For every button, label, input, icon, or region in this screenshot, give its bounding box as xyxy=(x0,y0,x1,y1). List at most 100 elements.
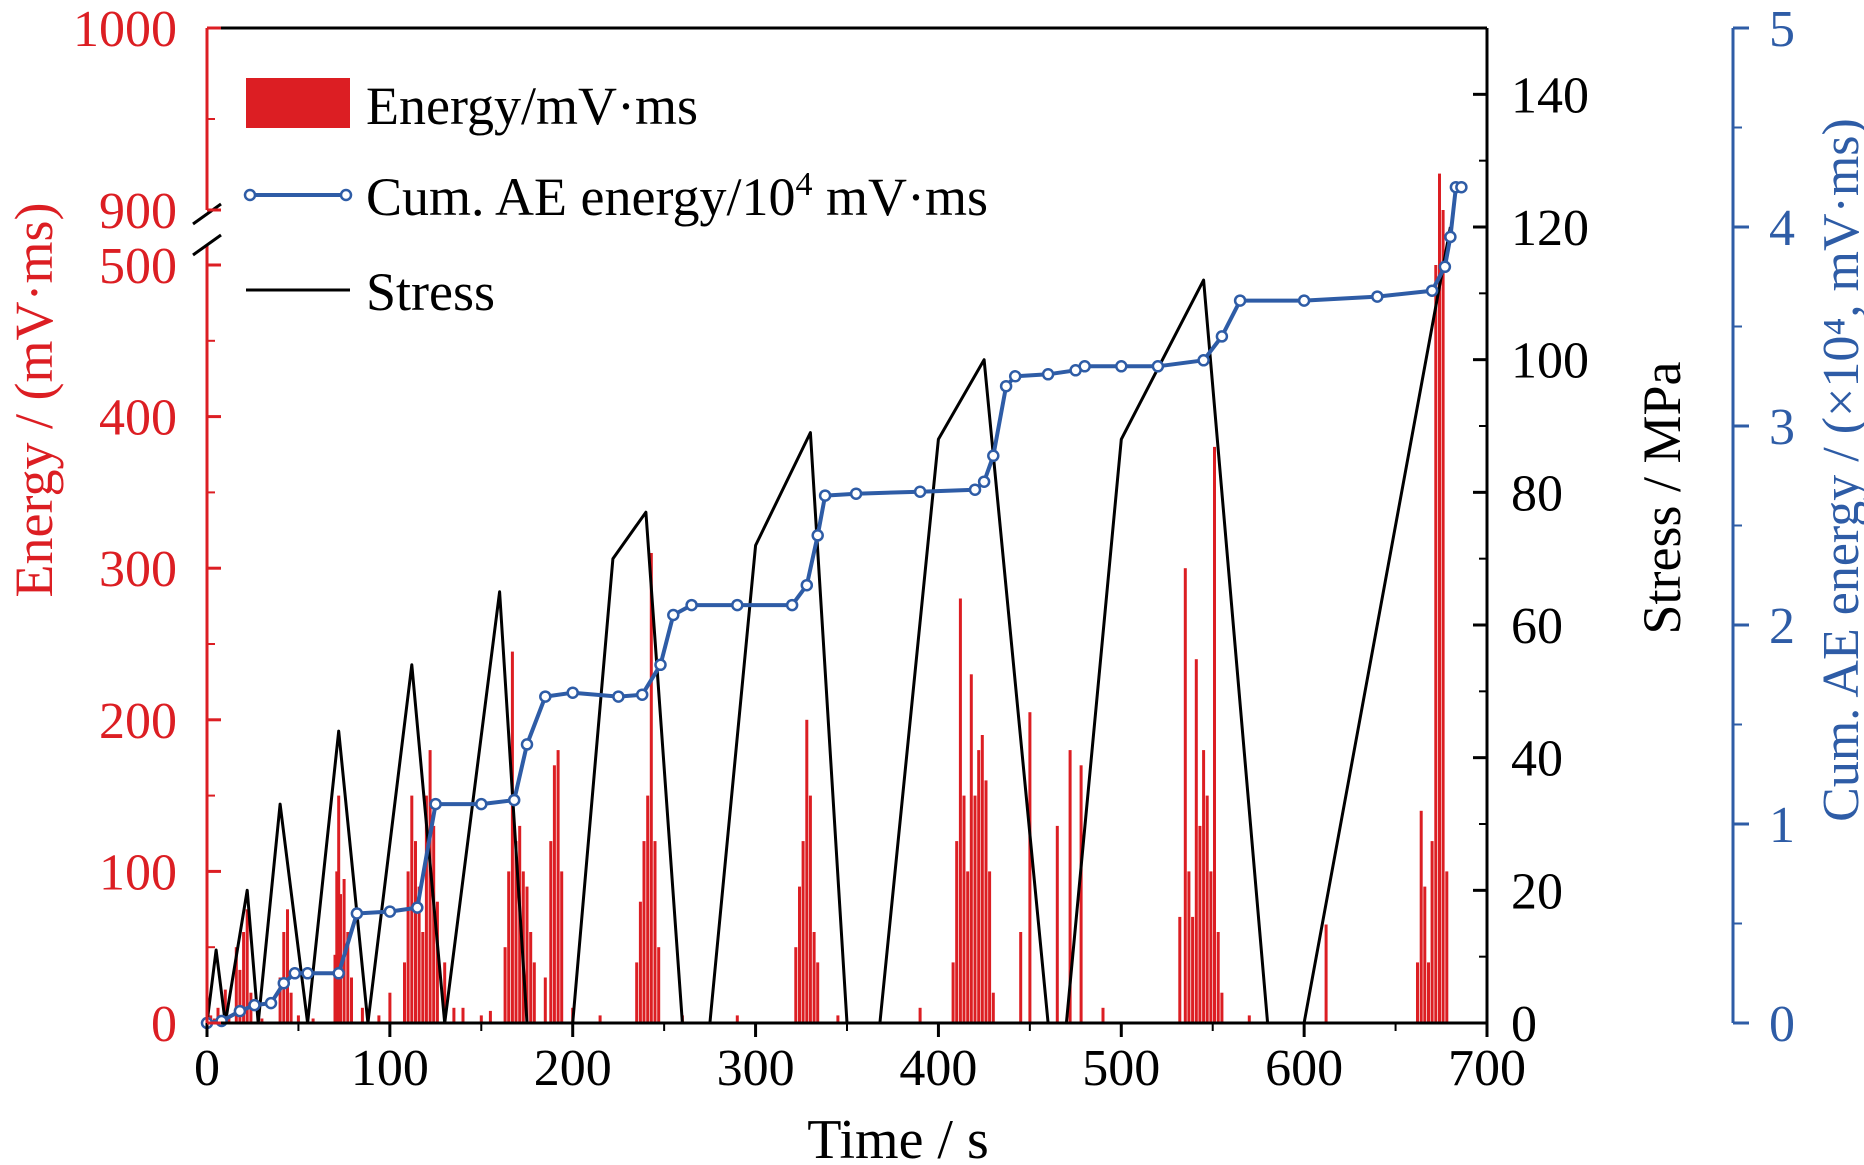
energy-bar xyxy=(525,886,529,1023)
cum-tick-label: 3 xyxy=(1769,399,1795,456)
legend-cum-sup: 4 xyxy=(795,166,812,203)
energy-bar xyxy=(346,932,350,1023)
stress-tick-label: 40 xyxy=(1511,731,1563,788)
energy-bar xyxy=(735,1015,739,1023)
left-axis-title: Energy / (mV·ms) xyxy=(4,203,64,598)
energy-bar xyxy=(529,932,533,1023)
energy-bar xyxy=(488,1010,492,1023)
energy-bar xyxy=(242,932,246,1023)
energy-bar xyxy=(1209,871,1213,1023)
x-axis-title: Time / s xyxy=(807,1109,989,1165)
energy-bar xyxy=(958,598,962,1023)
cum-ae-energy-marker xyxy=(654,658,667,672)
cum-ae-energy-marker xyxy=(999,379,1013,393)
energy-bar xyxy=(638,901,642,1023)
left-tick-label: 0 xyxy=(151,996,177,1053)
energy-bar xyxy=(1187,871,1191,1023)
cum-ae-energy-marker xyxy=(811,529,824,542)
stress-series xyxy=(205,226,1452,1025)
energy-bar xyxy=(794,947,798,1023)
energy-bar xyxy=(1019,932,1023,1023)
energy-bar xyxy=(653,841,657,1023)
energy-bar xyxy=(245,909,249,1023)
left-tick-label: 400 xyxy=(99,390,177,447)
energy-bar xyxy=(560,871,564,1023)
legend-cum-marker-left xyxy=(243,188,257,202)
stress-axis-title: Stress / MPa xyxy=(1632,361,1692,634)
x-tick-label: 0 xyxy=(194,1040,220,1097)
cum-ae-energy-marker xyxy=(1297,294,1311,307)
energy-bar xyxy=(435,901,439,1023)
energy-bar xyxy=(984,780,988,1023)
cum-ae-energy-marker xyxy=(383,905,397,918)
cum-axis-title: Cum. AE energy / (×10⁴, mV·ms) xyxy=(1813,118,1864,822)
energy-bar xyxy=(421,932,425,1023)
stress-tick-label: 120 xyxy=(1511,200,1589,257)
axis-break-mark xyxy=(192,233,222,257)
cum-ae-energy-marker xyxy=(685,598,698,612)
legend: Energy/mV·ms Cum. AE energy/104 mV·ms St… xyxy=(243,76,988,322)
cum-tick-label: 2 xyxy=(1769,598,1795,655)
energy-bar xyxy=(1445,871,1449,1023)
cum-tick-label: 5 xyxy=(1769,1,1795,58)
cum-ae-energy-marker xyxy=(731,598,744,612)
energy-bar xyxy=(1441,210,1445,1023)
energy-bar xyxy=(443,962,447,1023)
energy-bar xyxy=(918,1007,922,1023)
energy-bar xyxy=(1055,825,1059,1023)
left-tick-label: 100 xyxy=(99,844,177,901)
energy-bar xyxy=(657,947,661,1023)
cum-ae-energy-marker xyxy=(968,483,982,496)
energy-bar xyxy=(977,750,981,1023)
energy-bar xyxy=(1198,825,1202,1023)
energy-bar xyxy=(798,886,801,1023)
energy-bar xyxy=(1068,750,1072,1023)
energy-bar xyxy=(414,841,417,1023)
energy-bar xyxy=(1216,932,1220,1023)
cum-tick-label: 0 xyxy=(1769,996,1795,1053)
legend-energy-swatch xyxy=(246,78,350,128)
energy-bar xyxy=(962,795,966,1023)
cum-ae-energy-marker xyxy=(332,967,345,980)
x-tick-label: 100 xyxy=(351,1040,429,1097)
legend-energy-label: Energy/mV·ms xyxy=(366,76,698,136)
energy-bar xyxy=(403,962,406,1023)
left-tick-label: 300 xyxy=(99,541,177,598)
energy-bar xyxy=(406,871,410,1023)
energy-bar xyxy=(598,1015,602,1023)
legend-stress-label: Stress xyxy=(366,262,495,322)
cum-ae-energy-marker xyxy=(411,901,424,914)
stress-tick-label: 100 xyxy=(1511,333,1589,390)
cum-ae-energy-marker xyxy=(785,598,799,612)
energy-bar xyxy=(1324,924,1328,1023)
energy-bar xyxy=(532,962,536,1023)
energy-bar xyxy=(507,871,511,1023)
energy-bar xyxy=(801,841,805,1023)
energy-bar xyxy=(1079,765,1083,1023)
energy-bar xyxy=(417,886,421,1023)
cum-ae-energy-marker xyxy=(1115,360,1128,373)
x-tick-label: 400 xyxy=(899,1040,977,1097)
cum-ae-energy-marker xyxy=(1197,354,1210,367)
cum-ae-energy-marker xyxy=(913,485,927,498)
energy-bar xyxy=(808,795,812,1023)
energy-bar xyxy=(1434,265,1438,1023)
energy-bar xyxy=(1423,886,1427,1023)
energy-bar xyxy=(289,992,293,1023)
energy-bar xyxy=(991,992,995,1023)
energy-bar xyxy=(816,962,820,1023)
x-tick-label: 200 xyxy=(534,1040,612,1097)
x-tick-label: 500 xyxy=(1082,1040,1160,1097)
axis-break-mark xyxy=(192,202,222,226)
energy-bar xyxy=(514,841,518,1023)
energy-bar xyxy=(969,674,973,1023)
energy-bar xyxy=(955,841,959,1023)
cum-ae-energy-marker xyxy=(818,489,832,502)
energy-bar xyxy=(556,750,560,1023)
left-tick-label: 500 xyxy=(99,238,177,295)
cum-ae-energy-marker xyxy=(1151,360,1165,373)
energy-bar xyxy=(642,841,646,1023)
cum-ae-energy-series xyxy=(200,180,1468,1030)
cum-ae-energy-marker xyxy=(1041,368,1055,381)
